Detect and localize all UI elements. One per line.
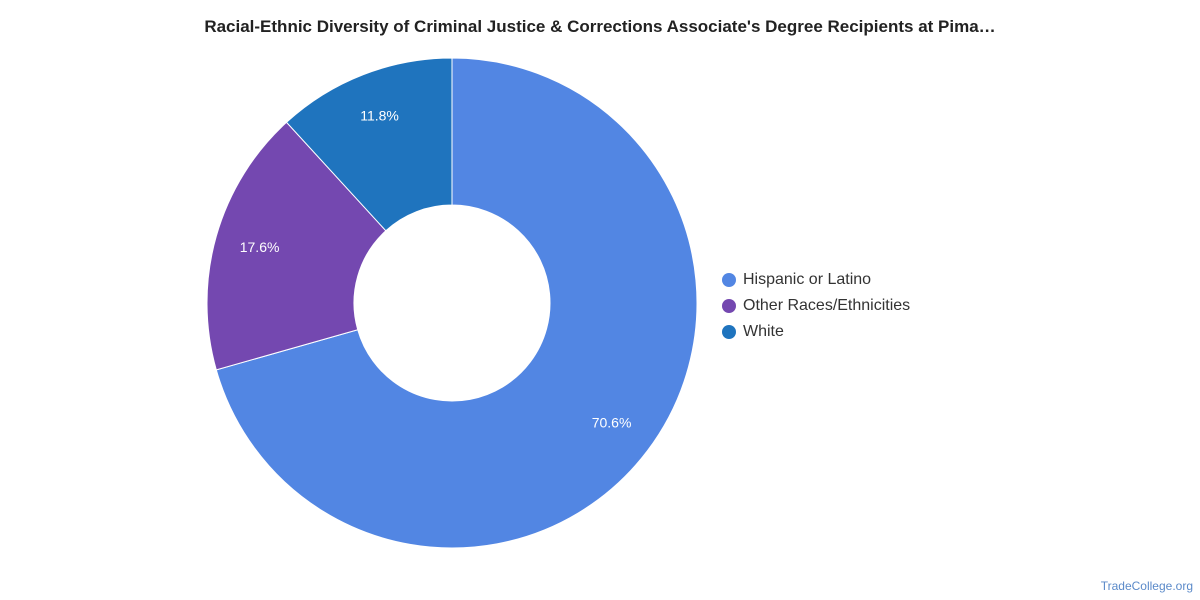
slice-label-other: 17.6%: [240, 239, 280, 255]
slice-label-hispanic: 70.6%: [592, 414, 632, 430]
slice-hispanic[interactable]: [215, 57, 698, 549]
slice-other[interactable]: [206, 121, 387, 371]
slice-label-white: 11.8%: [360, 107, 399, 123]
legend-item-other[interactable]: Other Races/Ethnicities: [722, 293, 910, 319]
legend-swatch-white: [722, 325, 736, 339]
legend-item-hispanic[interactable]: Hispanic or Latino: [722, 267, 910, 293]
legend-item-white[interactable]: White: [722, 319, 910, 345]
legend: Hispanic or Latino Other Races/Ethniciti…: [722, 267, 910, 345]
legend-swatch-other: [722, 299, 736, 313]
chart-title: Racial-Ethnic Diversity of Criminal Just…: [204, 17, 996, 36]
legend-label-white: White: [743, 323, 784, 340]
legend-swatch-hispanic: [722, 273, 736, 287]
legend-label-hispanic: Hispanic or Latino: [743, 271, 872, 288]
legend-label-other: Other Races/Ethnicities: [743, 297, 911, 314]
watermark[interactable]: TradeCollege.org: [1100, 579, 1193, 593]
slice-white[interactable]: [285, 57, 453, 232]
